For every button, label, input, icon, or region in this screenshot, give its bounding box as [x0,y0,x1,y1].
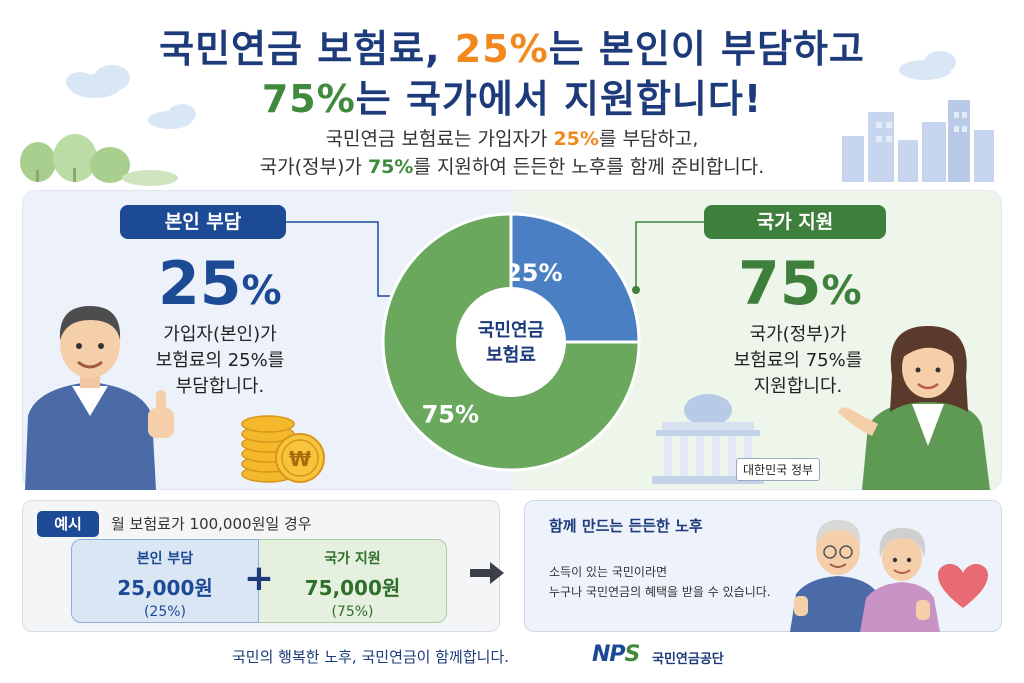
svg-text:₩: ₩ [289,447,311,471]
self-percent-value: 25 [158,249,242,319]
self-percent: 25% [158,252,282,323]
example-self-amount: 25,000원 [117,576,213,600]
self-badge: 본인 부담 [120,205,286,239]
plus-icon: + [243,558,275,599]
example-label: 월 보험료가 100,000원일 경우 [111,515,312,533]
example-box: 예시 월 보험료가 100,000원일 경우 본인 부담 25,000원 (25… [22,500,500,632]
gov-percent-sign: % [821,268,862,314]
example-self-pct: (25%) [143,604,187,620]
pie-center-label-line2: 보험료 [486,344,536,366]
contribution-pie-chart: 25% 75% 국민연금 보험료 [381,212,641,472]
title-text: 는 국가에서 지원합니다! [355,77,763,121]
footer-slogan: 국민의 행복한 노후, 국민연금이 함께합니다. [232,648,510,666]
example-tag: 예시 [37,511,99,537]
desc-line: 국가(정부)가 [749,324,847,345]
desc-line: 보험료의 75%를 [733,350,863,371]
pie-center-label-line1: 국민연금 [478,320,544,341]
pie-slice-gov [381,212,641,472]
example-self-head: 본인 부담 [136,551,194,567]
example-gov-pct: (75%) [331,604,374,620]
cloud-icon [66,51,956,129]
main-title-line2: 75%는 국가에서 지원합니다! [0,68,1024,123]
subtitle-highlight: 75% [367,156,414,178]
subtitle-line2: 국가(정부)가 75%를 지원하여 든든한 노후를 함께 준비합니다. [0,152,1024,182]
together-title: 함께 만드는 든든한 노후 [549,517,703,535]
subtitle-text: 국민연금 보험료는 가입자가 [325,128,554,150]
logo-letter: N [592,642,610,667]
together-line1: 소득이 있는 국민이라면 [549,565,668,579]
arrow-right-icon [470,562,504,584]
tree-icon [20,134,178,186]
gov-description: 국가(정부)가 보험료의 75%를 지원합니다. [712,322,884,400]
title-text: 는 본인이 부담하고 [548,27,865,71]
title-gov-percent: 75% [261,77,356,121]
coin-stack-icon: ₩ [241,415,325,483]
pie-center-circle [456,287,566,397]
subtitle-text: 를 지원하여 든든한 노후를 함께 준비합니다. [413,156,765,178]
desc-line: 부담합니다. [175,376,265,397]
desc-line: 보험료의 25%를 [155,350,285,371]
man-thumbs-up-icon [25,306,174,490]
gov-badge: 국가 지원 [704,205,886,239]
header-decoration [20,51,994,186]
city-skyline-icon [842,100,994,182]
gov-connector-line [635,221,704,290]
organization-name: 국민연금공단 [652,652,724,667]
example-gov-head: 국가 지원 [324,551,381,567]
pie-slice-label-self: 25% [505,259,562,287]
logo-letter: P [609,642,625,667]
example-gov-cell: 국가 지원 75,000원 (75%) [259,539,447,623]
gov-percent: 75% [738,252,862,323]
main-title-line1: 국민연금 보험료, 25%는 본인이 부담하고 [0,18,1024,73]
elderly-couple-icon [790,520,940,632]
building-label: 대한민국 정부 [736,458,821,481]
logo-letter: S [624,642,641,667]
together-line2: 누구나 국민연금의 혜택을 받을 수 있습니다. [549,585,771,599]
example-self-cell: 본인 부담 25,000원 (25%) [71,539,259,623]
nps-logo: NPS [592,642,641,667]
self-percent-sign: % [241,268,282,314]
self-connector-line [286,221,395,297]
subtitle-line1: 국민연금 보험료는 가입자가 25%를 부담하고, [0,124,1024,154]
title-text: 국민연금 보험료, [159,27,455,71]
desc-line: 지원합니다. [753,376,843,397]
pie-slice-label-gov: 75% [422,401,479,429]
heart-icon [938,564,988,608]
example-gov-amount: 75,000원 [304,576,401,600]
self-description: 가입자(본인)가 보험료의 25%를 부담합니다. [140,322,300,400]
subtitle-text: 를 부담하고, [598,128,699,150]
gov-connector-dot [632,286,640,294]
title-self-percent: 25% [454,27,549,71]
government-building-icon [652,394,764,484]
subtitle-highlight: 25% [553,128,599,150]
woman-presenting-icon [838,326,990,490]
desc-line: 가입자(본인)가 [163,324,277,345]
gov-percent-value: 75 [738,249,822,319]
subtitle-text: 국가(정부)가 [259,156,368,178]
